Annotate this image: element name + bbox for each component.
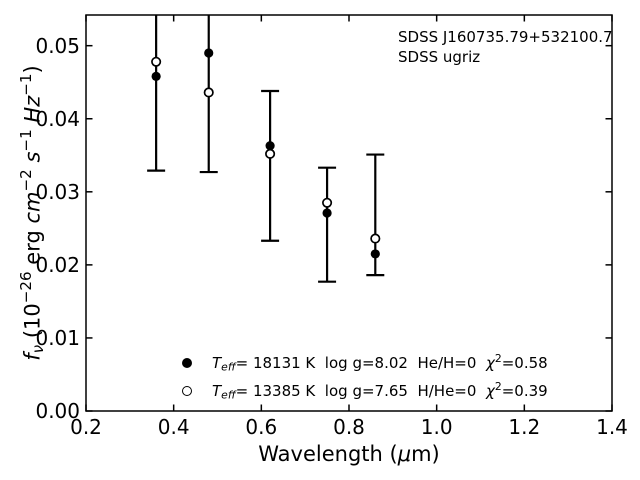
label-fragment: Wavelength ( — [258, 442, 398, 466]
label-fragment: −1 — [17, 73, 35, 96]
data-point-filled — [151, 71, 161, 81]
label-fragment: =0.58 — [501, 354, 548, 373]
label-fragment: −1 — [17, 129, 35, 152]
label-fragment: χ — [485, 354, 495, 373]
y-tick-label: 0.01 — [35, 325, 80, 350]
label-fragment: =0.39 — [501, 382, 548, 401]
x-axis-label: Wavelength (μm) — [189, 441, 509, 467]
legend-label-model-1: Teff= 18131 K log g=8.02 He/H=0 χ2=0.58 — [212, 352, 548, 374]
label-fragment: ) — [20, 65, 45, 74]
legend-entry-model-1: Teff= 18131 K log g=8.02 He/H=0 χ2=0.58 — [182, 351, 548, 375]
y-axis-label: fν (10−26 erg cm−2 s−1 Hz−1) — [13, 3, 47, 423]
data-point-filled — [370, 249, 380, 259]
data-point-filled — [265, 141, 275, 151]
label-fragment: m) — [411, 442, 440, 466]
y-tick-label: 0.05 — [35, 33, 80, 58]
x-tick-label: 0.4 — [157, 415, 190, 439]
label-fragment: s — [20, 151, 45, 163]
label-fragment: 2 — [494, 352, 502, 366]
label-fragment: f — [20, 353, 45, 361]
filled-circle-marker-icon — [182, 358, 192, 368]
legend: Teff= 18131 K log g=8.02 He/H=0 χ2=0.58 … — [182, 351, 548, 403]
x-tick-label: 1.2 — [508, 415, 541, 439]
label-fragment: μ — [397, 442, 412, 466]
legend-entry-model-2: Teff= 13385 K log g=7.65 H/He=0 χ2=0.39 — [182, 379, 548, 403]
y-tick-label: 0.02 — [35, 252, 80, 277]
data-point-open — [370, 233, 381, 244]
x-tick-label: 1.0 — [420, 415, 453, 439]
label-fragment — [20, 163, 44, 170]
data-point-filled — [204, 48, 214, 58]
annotation-block: SDSS J160735.79+532100.7 SDSS ugriz — [398, 27, 613, 67]
open-circle-marker-icon — [182, 386, 192, 396]
data-point-open — [151, 56, 162, 67]
data-point-open — [322, 197, 333, 208]
legend-label-model-2: Teff= 13385 K log g=7.65 H/He=0 χ2=0.39 — [212, 380, 548, 402]
label-fragment: T — [212, 382, 222, 401]
label-fragment: eff — [221, 360, 236, 374]
annotation-object-id: SDSS J160735.79+532100.7 — [398, 28, 613, 46]
y-tick-label: 0.00 — [35, 399, 80, 423]
data-point-open — [265, 148, 276, 159]
label-fragment: = 18131 K log g=8.02 He/H=0 — [235, 354, 486, 373]
data-point-open — [203, 87, 214, 98]
y-tick-label: 0.03 — [35, 179, 80, 204]
label-fragment: T — [212, 354, 222, 373]
x-tick-label: 0.8 — [333, 415, 365, 439]
label-fragment: eff — [221, 388, 236, 402]
label-fragment: = 13385 K log g=7.65 H/He=0 — [235, 382, 486, 401]
x-tick-label: 0.6 — [245, 415, 278, 439]
label-fragment: 2 — [494, 380, 502, 394]
data-point-filled — [322, 208, 332, 218]
label-fragment: χ — [485, 382, 495, 401]
x-tick-label: 0.2 — [70, 415, 102, 439]
x-tick-label: 1.4 — [596, 415, 628, 439]
y-tick-label: 0.04 — [35, 106, 80, 131]
annotation-survey: SDSS ugriz — [398, 48, 481, 66]
